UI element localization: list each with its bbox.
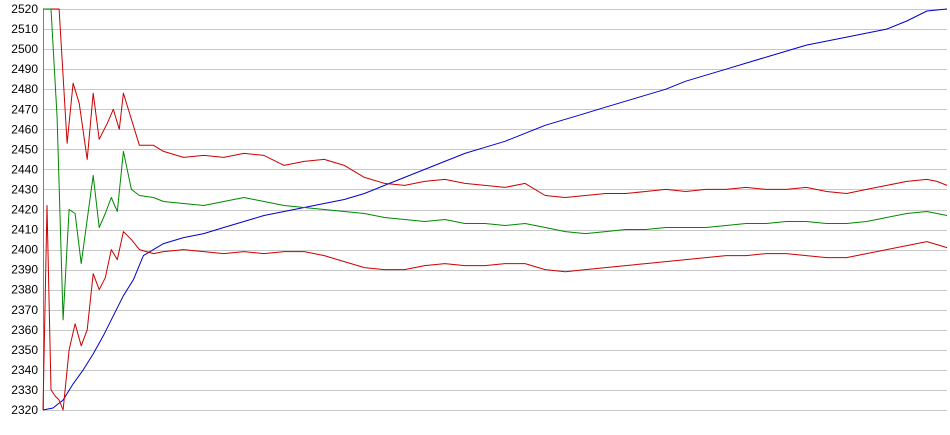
y-tick-label: 2390 [11,263,38,277]
y-tick-label: 2330 [11,383,38,397]
series-line-3 [43,8,948,321]
series-line-2 [43,8,948,198]
y-tick-label: 2340 [11,363,38,377]
series-line-4 [42,205,948,411]
y-tick-label: 2400 [11,243,38,257]
y-tick-label: 2460 [11,122,38,136]
y-tick-label: 2430 [11,182,38,196]
y-tick-label: 2320 [11,403,38,417]
series-group [42,8,948,411]
y-axis: 2320 2330 2340 2350 2360 2370 2380 2390 2400 2410… [11,2,44,417]
grid-lines [43,9,947,411]
y-tick-label: 2520 [11,2,38,16]
y-tick-label: 2380 [11,283,38,297]
y-tick-label: 2370 [11,303,38,317]
y-tick-label: 2420 [11,203,38,217]
series-line-1 [42,8,948,411]
y-tick-label: 2440 [11,162,38,176]
y-tick-label: 2500 [11,42,38,56]
y-tick-label: 2360 [11,323,38,337]
y-tick-label: 2480 [11,82,38,96]
y-tick-label: 2350 [11,343,38,357]
y-tick-label: 2410 [11,223,38,237]
y-tick-label: 2470 [11,102,38,116]
y-tick-label: 2490 [11,62,38,76]
y-tick-label: 2510 [11,22,38,36]
y-tick-label: 2450 [11,142,38,156]
